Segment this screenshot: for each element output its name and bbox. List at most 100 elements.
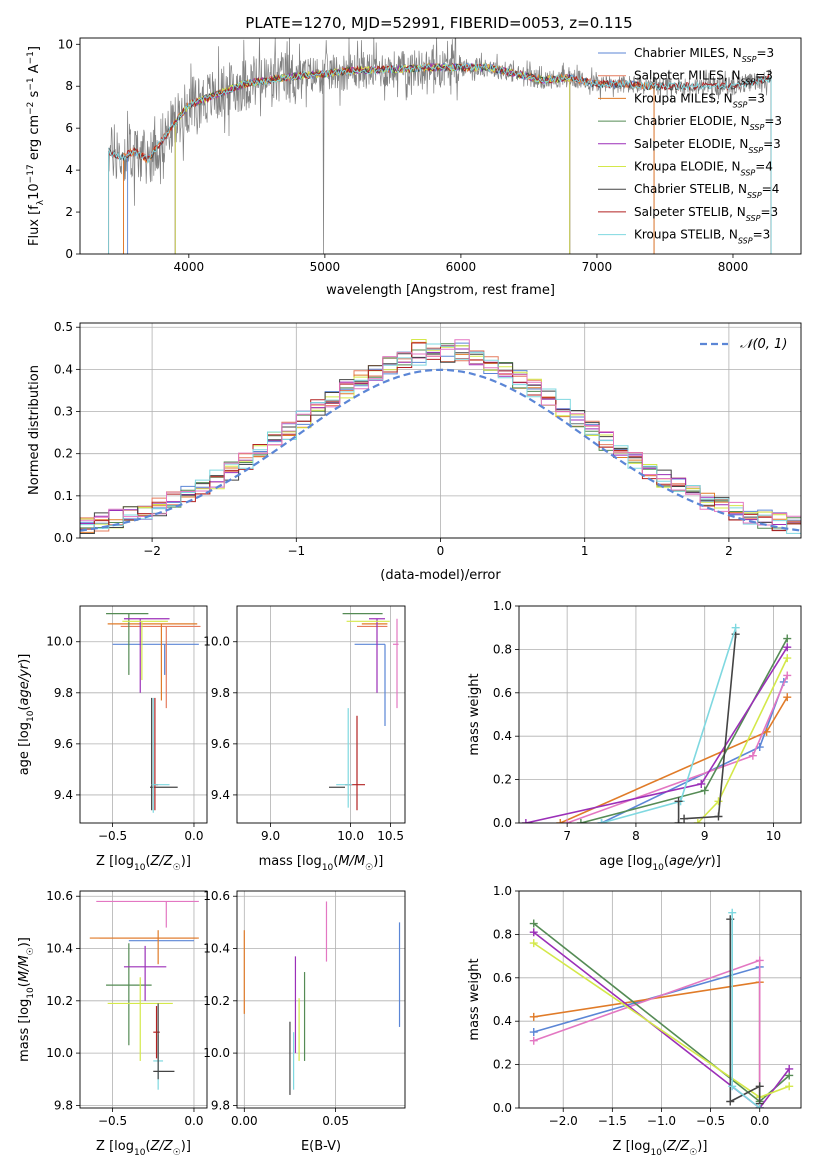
histogram-step (80, 339, 801, 526)
y-tick-label: 0.0 (54, 531, 73, 545)
y-tick-label: 10.0 (203, 635, 230, 649)
y-tick-label: 0.2 (493, 1058, 512, 1072)
weight-marker (731, 623, 740, 632)
x-tick-label: 0.00 (231, 1114, 258, 1128)
x-axis-label: E(B-V) (301, 1139, 341, 1154)
weight-marker (783, 654, 792, 663)
y-tick-label: 0.0 (493, 816, 512, 830)
legend-entry: Salpeter ELODIE, NSSP=3 (634, 137, 781, 155)
y-tick-label: 0.6 (493, 971, 512, 985)
axes-frame (79, 322, 802, 539)
x-axis-label: Z [log10(Z/Z☉)] (96, 854, 191, 873)
weight-marker (680, 814, 689, 823)
legend-entry: Chabrier ELODIE, NSSP=3 (634, 114, 782, 132)
weight-marker (714, 812, 723, 821)
y-tick-label: 9.8 (54, 686, 73, 700)
axes-frame (236, 605, 406, 824)
axes-frame (79, 890, 208, 1109)
weight-marker (714, 797, 723, 806)
weight-marker (674, 797, 683, 806)
legend-entry: Kroupa MILES, NSSP=3 (634, 91, 765, 109)
plot-area-weight-z (529, 908, 794, 1108)
weight-marker (700, 786, 709, 795)
weight-line (601, 681, 785, 823)
weight-marker (529, 919, 538, 928)
y-tick-label: 0.1 (54, 489, 73, 503)
y-tick-label: 1.0 (493, 884, 512, 898)
y-tick-label: 0.3 (54, 405, 73, 419)
weight-marker (529, 1036, 538, 1045)
plot-area-weight-age (521, 623, 792, 823)
x-axis-label: Z [log10(Z/Z☉)] (96, 1139, 191, 1158)
y-tick-label: 0.2 (493, 773, 512, 787)
legend-entry: Chabrier STELIB, NSSP=4 (634, 182, 779, 200)
x-axis-label: (data-model)/error (380, 568, 501, 583)
x-tick-label: 4000 (174, 260, 205, 274)
axes-frame (518, 605, 802, 824)
x-tick-label: 10 (766, 829, 781, 843)
x-axis-label: Z [log10(Z/Z☉)] (613, 1139, 708, 1158)
weight-marker (529, 1028, 538, 1037)
y-tick-label: 10.2 (203, 994, 230, 1008)
weight-marker (529, 928, 538, 937)
weight-marker (521, 819, 530, 823)
weight-marker (529, 939, 538, 948)
panel-age-z: −0.5 0.0 9.4 9.6 9.8 10.0 Z [log10(Z/Z☉)] age [… (17, 605, 208, 873)
y-tick-label: 10.0 (46, 635, 73, 649)
y-axis-label: Normed distribution (27, 365, 42, 495)
weight-marker (728, 908, 737, 917)
y-axis-label: mass weight (467, 673, 482, 755)
axes-frame (236, 890, 406, 1109)
x-tick-label: 9 (701, 829, 709, 843)
weight-marker (674, 819, 683, 823)
weight-marker (783, 643, 792, 652)
spectrum-model-line (108, 63, 772, 162)
plot-area-age-z (106, 613, 201, 813)
weight-line (533, 931, 790, 1108)
y-tick-label: 1.0 (493, 599, 512, 613)
y-tick-label: 10.2 (46, 994, 73, 1008)
y-axis-label: mass [log10(M/M☉)] (17, 937, 36, 1062)
x-tick-label: 8 (632, 829, 640, 843)
x-tick-label: 6000 (446, 260, 477, 274)
panel-weight-z: −2.0 −1.5 −1.0 −0.5 0.0 0.0 0.2 0.4 0.6 0.8 1.0 Z [… (467, 884, 802, 1158)
spectrum-dip (322, 73, 325, 254)
panel-age-mass: 9.0 10.0 10.5 9.4 9.6 9.8 10.0 mass [log10(M/M☉… (203, 605, 406, 873)
weight-line (684, 634, 737, 820)
y-tick-label: 10.4 (46, 942, 73, 956)
y-tick-label: 10.6 (46, 889, 73, 903)
weight-line (731, 912, 761, 1108)
y-tick-label: 9.8 (54, 1098, 73, 1112)
axes-frame (79, 37, 802, 255)
weight-marker (785, 1082, 794, 1091)
plot-area-spectrum (108, 38, 772, 254)
legend-entry: Salpeter STELIB, NSSP=3 (634, 205, 778, 223)
legend-entry: Chabrier MILES, NSSP=3 (634, 46, 774, 64)
y-tick-label: 0.4 (493, 1014, 512, 1028)
panel-residuals: −2 −1 0 1 2 0.0 0.1 0.2 0.3 0.4 0.5 𝒩(0, 1) (data-mo… (27, 320, 802, 583)
y-tick-label: 9.6 (54, 737, 73, 751)
y-tick-label: 2 (65, 205, 73, 219)
axes-frame (79, 605, 208, 824)
weight-line (729, 919, 761, 1104)
x-axis-label: wavelength [Angstrom, rest frame] (326, 283, 555, 298)
y-tick-label: 0.6 (493, 686, 512, 700)
x-axis-label: age [log10(age/yr)] (599, 854, 721, 873)
x-tick-label: −0.5 (98, 1114, 127, 1128)
y-tick-label: 9.8 (211, 686, 230, 700)
weight-marker (693, 819, 702, 823)
x-axis-label: mass [log10(M/M☉)] (259, 854, 384, 873)
x-tick-label: 8000 (718, 260, 749, 274)
spectrum-legend: Chabrier MILES, NSSP=3 Salpeter MILES, NS… (598, 46, 782, 245)
legend-entry: Salpeter MILES, NSSP=3 (634, 69, 773, 87)
figure-title: PLATE=1270, MJD=52991, FIBERID=0053, z=0… (245, 14, 632, 32)
plot-area-age-mass (329, 613, 399, 811)
weight-line (533, 965, 761, 1108)
weight-marker (563, 819, 572, 823)
x-tick-label: 7 (563, 829, 571, 843)
weight-marker (785, 1064, 794, 1073)
weight-marker (755, 1104, 764, 1108)
y-tick-label: 0.5 (54, 320, 73, 334)
plot-area-mass-z (89, 900, 199, 1090)
y-tick-label: 0.2 (54, 447, 73, 461)
